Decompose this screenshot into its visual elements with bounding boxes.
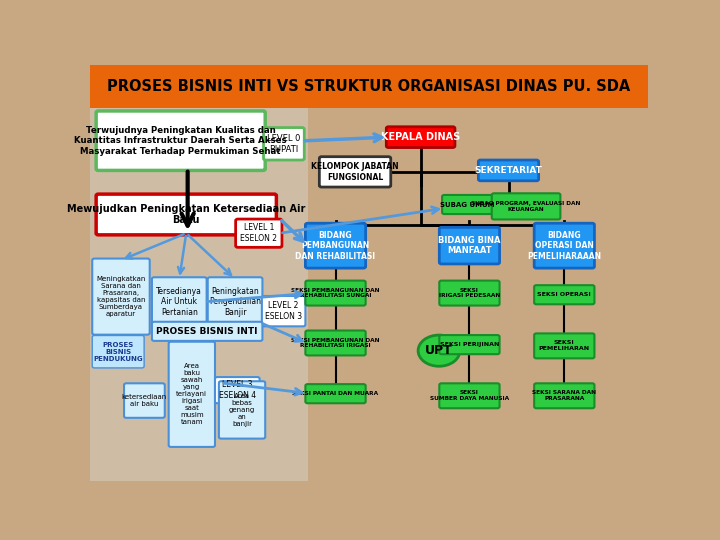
FancyBboxPatch shape	[478, 160, 539, 181]
FancyBboxPatch shape	[90, 109, 307, 481]
Text: BIDANG
OPERASI DAN
PEMELIHARAAAN: BIDANG OPERASI DAN PEMELIHARAAAN	[527, 231, 601, 261]
FancyBboxPatch shape	[92, 335, 144, 368]
Text: ketersediaan
air baku: ketersediaan air baku	[122, 394, 167, 407]
FancyBboxPatch shape	[96, 194, 276, 235]
Text: SEKSI PEMBANGUNAN DAN
REHABILITASI IRIGASI: SEKSI PEMBANGUNAN DAN REHABILITASI IRIGA…	[292, 338, 379, 348]
FancyBboxPatch shape	[96, 111, 265, 171]
FancyBboxPatch shape	[305, 223, 366, 268]
Text: SEKSI
IRIGASI PEDESAAN: SEKSI IRIGASI PEDESAAN	[438, 288, 500, 299]
Text: Tersedianya
Air Untuk
Pertanian: Tersedianya Air Untuk Pertanian	[156, 287, 202, 316]
Text: LEVEL 2
ESELON 3: LEVEL 2 ESELON 3	[265, 301, 302, 321]
FancyBboxPatch shape	[534, 333, 595, 359]
FancyBboxPatch shape	[439, 227, 500, 264]
FancyBboxPatch shape	[168, 342, 215, 447]
FancyBboxPatch shape	[442, 195, 492, 214]
Text: Area
baku
sawah
yang
terlayani
irigasi
saat
musim
tanam: Area baku sawah yang terlayani irigasi s…	[176, 363, 207, 426]
FancyBboxPatch shape	[387, 127, 455, 147]
FancyBboxPatch shape	[215, 377, 260, 403]
Text: SEKSI PEMBANGUNAN DAN
REHABILITASI SUNGAI: SEKSI PEMBANGUNAN DAN REHABILITASI SUNGA…	[292, 288, 379, 299]
Text: SUBAG UMUM: SUBAG UMUM	[440, 201, 495, 207]
FancyBboxPatch shape	[439, 383, 500, 408]
Text: LEVEL 3
ESELON 4: LEVEL 3 ESELON 4	[219, 381, 256, 400]
Text: Area
bebas
genang
an
banjir: Area bebas genang an banjir	[229, 393, 255, 427]
Circle shape	[418, 335, 460, 366]
Text: LEVEL 1
ESELON 2: LEVEL 1 ESELON 2	[240, 224, 277, 243]
Text: SEKRETARIAT: SEKRETARIAT	[474, 166, 542, 175]
FancyBboxPatch shape	[262, 296, 305, 326]
Text: SEKSI
PEMELIHARAN: SEKSI PEMELIHARAN	[539, 341, 590, 352]
Text: BIDANG
PEMBANGUNAN
DAN REHABILITASI: BIDANG PEMBANGUNAN DAN REHABILITASI	[295, 231, 376, 261]
Text: SEKSI PERIJINAN: SEKSI PERIJINAN	[440, 342, 499, 347]
Text: LEVEL 0
BUPATI: LEVEL 0 BUPATI	[267, 134, 300, 153]
Text: SEKSI PANTAI DAN MUARA: SEKSI PANTAI DAN MUARA	[292, 391, 379, 396]
FancyBboxPatch shape	[534, 383, 595, 408]
Text: KELOMPOK JABATAN
FUNGSIONAL: KELOMPOK JABATAN FUNGSIONAL	[311, 162, 399, 181]
FancyBboxPatch shape	[492, 193, 560, 219]
FancyBboxPatch shape	[439, 281, 500, 306]
Text: SEKSI OPERASI: SEKSI OPERASI	[537, 292, 591, 297]
Text: SUBAG PROGRAM, EVALUASI DAN
KEUANGAN: SUBAG PROGRAM, EVALUASI DAN KEUANGAN	[472, 201, 581, 212]
FancyBboxPatch shape	[264, 127, 305, 160]
Text: PROSES BISNIS INTI VS STRUKTUR ORGANISASI DINAS PU. SDA: PROSES BISNIS INTI VS STRUKTUR ORGANISAS…	[107, 79, 631, 94]
Text: PROSES
BISNIS
PENDUKUNG: PROSES BISNIS PENDUKUNG	[94, 342, 143, 362]
FancyBboxPatch shape	[305, 281, 366, 306]
FancyBboxPatch shape	[92, 259, 150, 335]
Text: Meningkatkan
Sarana dan
Prasarana,
kapasitas dan
Sumberdaya
aparatur: Meningkatkan Sarana dan Prasarana, kapas…	[96, 276, 145, 317]
FancyBboxPatch shape	[439, 335, 500, 354]
Text: Terwujudnya Peningkatan Kualitas dan
Kuantitas Infrastruktur Daerah Serta Akses
: Terwujudnya Peningkatan Kualitas dan Kua…	[74, 126, 287, 156]
Text: Peningkatan
Pengendalian
Banjir: Peningkatan Pengendalian Banjir	[209, 287, 261, 316]
FancyBboxPatch shape	[152, 277, 207, 326]
FancyBboxPatch shape	[124, 383, 165, 418]
FancyBboxPatch shape	[320, 157, 391, 187]
FancyBboxPatch shape	[152, 322, 262, 341]
FancyBboxPatch shape	[305, 384, 366, 403]
Text: UPT: UPT	[425, 344, 453, 357]
FancyBboxPatch shape	[534, 223, 595, 268]
Text: KEPALA DINAS: KEPALA DINAS	[381, 132, 460, 142]
FancyBboxPatch shape	[305, 330, 366, 355]
FancyBboxPatch shape	[90, 65, 648, 109]
Text: SEKSI
SUMBER DAYA MANUSIA: SEKSI SUMBER DAYA MANUSIA	[430, 390, 509, 401]
FancyBboxPatch shape	[534, 285, 595, 305]
Text: SEKSI SARANA DAN
PRASARANA: SEKSI SARANA DAN PRASARANA	[532, 390, 596, 401]
Text: PROSES BISNIS INTI: PROSES BISNIS INTI	[156, 327, 258, 336]
Text: Mewujudkan Peningkatan Ketersediaan Air
Baku: Mewujudkan Peningkatan Ketersediaan Air …	[67, 204, 305, 225]
Text: BIDANG BINA
MANFAAT: BIDANG BINA MANFAAT	[438, 236, 500, 255]
FancyBboxPatch shape	[208, 277, 262, 326]
FancyBboxPatch shape	[235, 219, 282, 247]
FancyBboxPatch shape	[219, 381, 265, 438]
